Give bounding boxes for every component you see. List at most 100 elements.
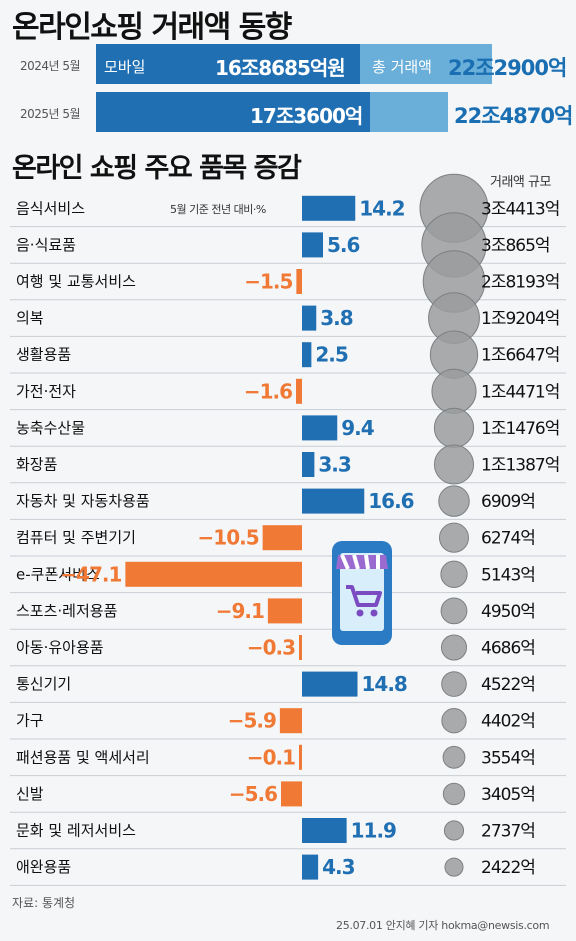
amount-label: 2422억 (481, 858, 535, 878)
category-label: e-쿠폰서비스 (16, 565, 100, 583)
amount-label: 1조1387억 (481, 456, 559, 476)
value-label: 11.9 (351, 819, 396, 843)
total-value-2024: 22조2900억 (448, 56, 567, 80)
amount-column-header: 거래액 규모 (490, 175, 551, 190)
value-label: −47.1 (60, 562, 121, 586)
amount-label: 6274억 (481, 529, 535, 549)
mobile-value-2024: 16조8685억원 (215, 56, 346, 80)
amount-label: 1조6647억 (481, 346, 559, 366)
value-bar (302, 342, 312, 368)
value-label: −9.1 (216, 599, 264, 623)
amount-circle (433, 407, 475, 449)
chart-note: 5월 기준 전년 대비·% (170, 203, 266, 216)
value-label: 14.8 (362, 672, 407, 696)
value-bar (302, 452, 315, 477)
value-bar (302, 818, 347, 843)
amount-circle (438, 485, 470, 517)
category-label: 아동·유아용품 (16, 639, 104, 657)
value-bar (302, 488, 365, 514)
value-bar (302, 305, 317, 331)
value-bar (279, 708, 302, 734)
category-label: 문화 및 레저서비스 (16, 822, 136, 840)
amount-label: 4950억 (481, 602, 535, 622)
value-bars (125, 195, 365, 880)
year-label-2024: 2024년 5월 (20, 59, 81, 73)
amount-circle (441, 671, 467, 697)
value-bar (262, 525, 302, 551)
category-label: 음·식료품 (16, 236, 76, 254)
amount-circle (441, 708, 467, 734)
value-label: −1.5 (244, 270, 292, 294)
amount-circle (440, 597, 468, 625)
value-label: −0.3 (247, 636, 295, 660)
amount-circle (444, 857, 464, 877)
amount-label: 3554억 (481, 748, 535, 768)
amount-circle (442, 782, 466, 806)
value-label: −0.1 (247, 745, 295, 769)
value-label: 14.2 (359, 196, 404, 220)
value-bar (125, 561, 302, 587)
category-label: 화장품 (16, 456, 57, 474)
mobile-value-2025: 17조3600억 (250, 104, 363, 128)
value-label: −10.5 (198, 526, 259, 550)
value-bar (302, 854, 319, 880)
credit-line: 25.07.01 안지혜 기자 hokma@newsis.com (336, 919, 550, 932)
amount-label: 2737억 (481, 822, 535, 842)
mobile-bar-2024 (96, 44, 360, 84)
category-label: 여행 및 교통서비스 (16, 273, 136, 291)
amount-label: 2조8193억 (481, 273, 559, 293)
value-label: 5.6 (327, 233, 360, 257)
value-label: 3.3 (318, 453, 351, 477)
category-label: 생활용품 (16, 346, 71, 364)
value-label: 9.4 (341, 416, 374, 440)
value-bar (296, 269, 302, 294)
mobile-label: 모바일 (104, 58, 146, 76)
amount-circle (440, 634, 468, 661)
value-bar (302, 415, 338, 441)
value-label: 3.8 (320, 306, 353, 330)
amount-circle (442, 745, 466, 769)
category-label: 음식서비스 (16, 199, 85, 217)
category-label: 농축수산물 (16, 419, 85, 437)
amount-label: 3조865억 (481, 236, 550, 256)
value-bar (281, 781, 302, 807)
category-label: 신발 (16, 785, 44, 803)
category-label: 애완용품 (16, 858, 71, 876)
year-label-2025: 2025년 5월 (20, 107, 81, 121)
amount-label: 4522억 (481, 675, 535, 695)
amount-circle (431, 368, 477, 414)
amount-circle (440, 560, 468, 588)
category-label: 가구 (16, 712, 44, 730)
page-title: 온라인쇼핑 거래액 동향 (12, 10, 292, 45)
value-label: −1.6 (244, 379, 292, 403)
category-label: 의복 (16, 309, 44, 327)
value-label: −5.9 (228, 709, 276, 733)
amount-circle (438, 522, 470, 553)
amount-label: 3조4413억 (481, 199, 559, 219)
amount-label: 3405억 (481, 785, 535, 805)
total-label: 총 거래액 (372, 58, 432, 76)
value-label: −5.6 (229, 782, 277, 806)
category-label: 스포츠·레저용품 (16, 602, 117, 620)
amount-label: 1조9204억 (481, 309, 559, 329)
category-label: 컴퓨터 및 주변기기 (16, 529, 136, 547)
amount-label: 6909억 (481, 492, 535, 512)
mobile-bar-2025 (96, 92, 370, 132)
source-note: 자료: 통계청 (12, 896, 76, 910)
value-label: 16.6 (368, 489, 413, 513)
value-bar (299, 744, 302, 770)
value-bar (302, 232, 323, 258)
category-label: 통신기기 (16, 675, 71, 693)
value-label: 2.5 (315, 343, 348, 367)
value-bar (296, 378, 302, 404)
value-bar (302, 671, 358, 697)
amount-label: 1조1476억 (481, 419, 559, 439)
amount-circles (419, 173, 489, 877)
amount-label: 5143억 (481, 565, 535, 585)
chart-title: 온라인 쇼핑 주요 품목 증감 (12, 153, 302, 184)
value-bar (302, 195, 356, 221)
category-label: 패션용품 및 액세서리 (16, 748, 150, 766)
